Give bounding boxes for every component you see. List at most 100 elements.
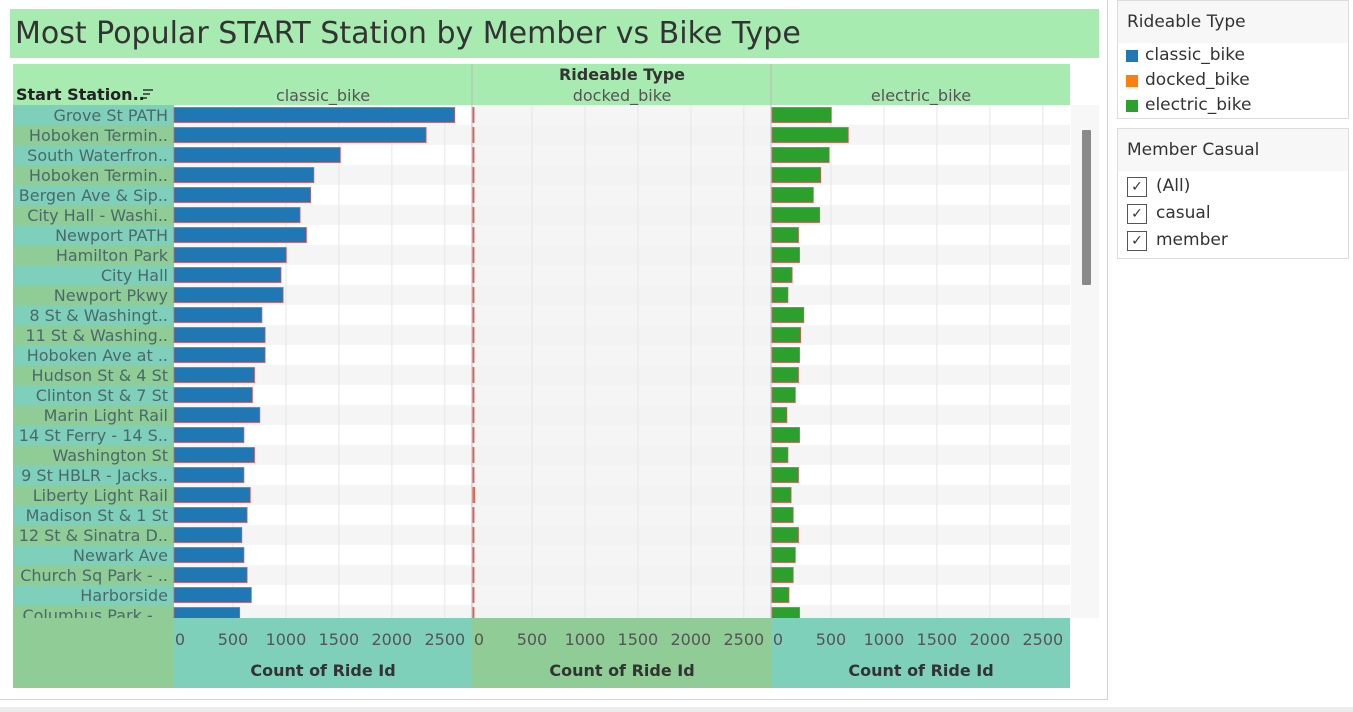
bar-electric-bike[interactable] (771, 167, 822, 183)
bar-electric-bike[interactable] (771, 507, 794, 523)
bar-classic-bike[interactable] (173, 367, 255, 383)
bar-electric-bike[interactable] (771, 407, 788, 423)
bar-classic-bike[interactable] (173, 587, 252, 603)
bar-docked-bike[interactable] (472, 467, 475, 483)
bar-electric-bike[interactable] (771, 127, 849, 143)
bar-docked-bike[interactable] (472, 487, 476, 503)
legend-label: docked_bike (1145, 70, 1250, 90)
row-label-cell (13, 185, 174, 205)
bar-electric-bike[interactable] (771, 227, 799, 243)
bar-classic-bike[interactable] (173, 607, 241, 623)
bar-classic-bike[interactable] (173, 187, 312, 203)
bar-classic-bike[interactable] (173, 207, 301, 223)
bar-docked-bike[interactable] (472, 107, 475, 123)
bar-docked-bike[interactable] (472, 147, 475, 163)
bar-classic-bike[interactable] (173, 267, 282, 283)
filter-checkbox[interactable]: ✓ (1127, 230, 1147, 251)
legend-item-docked-bike[interactable]: docked_bike (1118, 68, 1348, 93)
bar-docked-bike[interactable] (472, 127, 475, 143)
bar-classic-bike[interactable] (173, 287, 284, 303)
bar-classic-bike[interactable] (173, 227, 307, 243)
bar-electric-bike[interactable] (771, 327, 802, 343)
bar-electric-bike[interactable] (771, 447, 789, 463)
bar-classic-bike[interactable] (173, 427, 245, 443)
bar-classic-bike[interactable] (173, 247, 287, 263)
bar-classic-bike[interactable] (173, 567, 248, 583)
filter-option[interactable]: ✓ casual (1118, 200, 1348, 227)
bar-classic-bike[interactable] (173, 107, 456, 123)
bar-docked-bike[interactable] (472, 587, 475, 603)
bar-electric-bike[interactable] (771, 487, 792, 503)
bar-electric-bike[interactable] (771, 467, 799, 483)
bar-electric-bike[interactable] (771, 527, 799, 543)
bar-electric-bike[interactable] (771, 287, 789, 303)
bar-classic-bike[interactable] (173, 387, 253, 403)
filter-option[interactable]: ✓ (All) (1118, 173, 1348, 200)
bar-electric-bike[interactable] (771, 307, 805, 323)
row-label-cell (13, 105, 174, 125)
bar-classic-bike[interactable] (173, 327, 266, 343)
bar-docked-bike[interactable] (472, 447, 475, 463)
bar-electric-bike[interactable] (771, 587, 790, 603)
bar-classic-bike[interactable] (173, 547, 245, 563)
legend-item-classic-bike[interactable]: classic_bike (1118, 43, 1348, 68)
bar-docked-bike[interactable] (472, 347, 475, 363)
bar-classic-bike[interactable] (173, 347, 266, 363)
row-label-cell (13, 125, 174, 145)
bar-docked-bike[interactable] (472, 507, 475, 523)
bar-electric-bike[interactable] (771, 427, 800, 443)
bar-electric-bike[interactable] (771, 247, 800, 263)
bar-electric-bike[interactable] (771, 367, 799, 383)
bar-classic-bike[interactable] (173, 467, 245, 483)
bar-electric-bike[interactable] (771, 347, 800, 363)
scrollbar-thumb[interactable] (1082, 130, 1091, 285)
bar-docked-bike[interactable] (472, 207, 475, 223)
bar-classic-bike[interactable] (173, 447, 255, 463)
legend-item-electric-bike[interactable]: electric_bike (1118, 93, 1348, 118)
bar-docked-bike[interactable] (472, 187, 475, 203)
bar-classic-bike[interactable] (173, 307, 263, 323)
bar-docked-bike[interactable] (472, 307, 475, 323)
filter-checkbox[interactable]: ✓ (1127, 203, 1147, 224)
bar-docked-bike[interactable] (472, 367, 475, 383)
bar-electric-bike[interactable] (771, 147, 830, 163)
bar-electric-bike[interactable] (771, 107, 832, 123)
bar-docked-bike[interactable] (472, 227, 475, 243)
bar-docked-bike[interactable] (472, 607, 475, 623)
bar-docked-bike[interactable] (472, 247, 475, 263)
row-label-cell (13, 585, 174, 605)
bar-docked-bike[interactable] (472, 267, 475, 283)
bar-docked-bike[interactable] (472, 567, 475, 583)
tick-label-station: Marin Light Rail (44, 406, 168, 425)
bar-classic-bike[interactable] (173, 407, 261, 423)
bar-electric-bike[interactable] (771, 267, 793, 283)
bar-classic-bike[interactable] (173, 167, 315, 183)
bar-docked-bike[interactable] (472, 287, 475, 303)
bar-classic-bike[interactable] (173, 487, 251, 503)
bar-chart: Rideable Type Start Station.. classic_bike… (13, 64, 1091, 688)
bar-electric-bike[interactable] (771, 547, 796, 563)
bar-classic-bike[interactable] (173, 147, 341, 163)
bar-electric-bike[interactable] (771, 187, 814, 203)
bar-electric-bike[interactable] (771, 207, 821, 223)
filter-option[interactable]: ✓ member (1118, 227, 1348, 254)
bar-electric-bike[interactable] (771, 387, 796, 403)
bar-classic-bike[interactable] (173, 507, 248, 523)
tick-label-x: 2000 (670, 630, 711, 649)
legend-label: electric_bike (1145, 95, 1252, 115)
row-header-cell (13, 64, 174, 105)
bar-docked-bike[interactable] (472, 167, 475, 183)
bar-docked-bike[interactable] (472, 407, 475, 423)
bar-classic-bike[interactable] (173, 527, 243, 543)
bar-electric-bike[interactable] (771, 607, 800, 623)
bar-docked-bike[interactable] (472, 427, 475, 443)
filter-checkbox[interactable]: ✓ (1127, 176, 1147, 197)
tick-label-station: Bergen Ave & Sip.. (19, 186, 168, 205)
bar-docked-bike[interactable] (472, 327, 475, 343)
bar-docked-bike[interactable] (472, 387, 475, 403)
bar-docked-bike[interactable] (472, 547, 475, 563)
bar-electric-bike[interactable] (771, 567, 794, 583)
bar-classic-bike[interactable] (173, 127, 427, 143)
bar-docked-bike[interactable] (472, 527, 475, 543)
tick-label-station: 9 St HBLR - Jacks.. (21, 466, 168, 485)
